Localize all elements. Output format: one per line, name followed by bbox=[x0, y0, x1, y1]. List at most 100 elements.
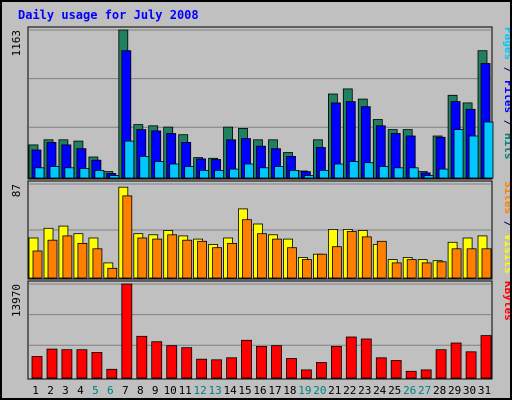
x-tick-label: 23 bbox=[358, 384, 371, 397]
bar-pages-day-25 bbox=[393, 167, 404, 179]
x-tick-label: 5 bbox=[92, 384, 99, 397]
bar-sites-day-16 bbox=[257, 233, 267, 279]
panel-kbytes: 13970 KBytes bbox=[10, 280, 510, 380]
bar-sites-day-27 bbox=[421, 262, 432, 279]
bar-pages-day-1 bbox=[34, 167, 45, 179]
panel-hits-files-pages: 1163 Pages / Files / Hits bbox=[10, 26, 510, 180]
bar-sites-day-21 bbox=[331, 246, 342, 279]
bar-kbytes-day-24 bbox=[375, 357, 387, 379]
bar-pages-day-9 bbox=[154, 161, 165, 179]
bar-sites-day-7 bbox=[122, 195, 133, 279]
x-tick-label: 19 bbox=[298, 384, 311, 397]
x-tick-label: 28 bbox=[433, 384, 446, 397]
bar-kbytes-day-16 bbox=[256, 345, 267, 379]
chart-panels: 1163 Pages / Files / Hits 87 Sites / Visits… bbox=[10, 26, 510, 380]
bar-pages-day-19 bbox=[303, 175, 314, 179]
bar-sites-day-11 bbox=[182, 239, 193, 279]
x-tick-label: 6 bbox=[107, 384, 114, 397]
legend-entry: Visits bbox=[502, 234, 510, 274]
bar-kbytes-day-25 bbox=[390, 360, 402, 379]
bar-pages-day-22 bbox=[348, 161, 359, 179]
bar-pages-day-16 bbox=[259, 167, 269, 179]
bar-kbytes-day-3 bbox=[61, 349, 73, 379]
bar-kbytes-day-23 bbox=[360, 338, 372, 379]
panel-visits-sites: 87 Sites / Visits bbox=[10, 180, 510, 280]
bar-pages-day-29 bbox=[453, 129, 464, 179]
bar-pages-day-27 bbox=[423, 175, 434, 179]
x-tick-label: 17 bbox=[268, 384, 281, 397]
bar-pages-day-6 bbox=[109, 175, 120, 179]
x-tick-label: 31 bbox=[478, 384, 491, 397]
bar-kbytes-day-20 bbox=[315, 362, 327, 379]
series-sites bbox=[32, 195, 492, 279]
bar-pages-day-28 bbox=[438, 168, 449, 179]
x-tick-label: 15 bbox=[238, 384, 251, 397]
bar-pages-day-12 bbox=[199, 169, 210, 179]
bar-pages-day-2 bbox=[49, 166, 60, 179]
panel-legend: Sites / Visits bbox=[502, 181, 510, 274]
legend-entry: Pages bbox=[502, 27, 510, 60]
x-tick-label: 2 bbox=[47, 384, 54, 397]
x-tick-label: 24 bbox=[373, 384, 387, 397]
legend-entry: Sites bbox=[502, 181, 510, 214]
x-tick-label: 22 bbox=[343, 384, 356, 397]
bar-pages-day-15 bbox=[244, 163, 254, 179]
bar-sites-day-30 bbox=[466, 248, 477, 279]
bar-sites-day-31 bbox=[481, 248, 492, 279]
x-tick-label: 26 bbox=[403, 384, 416, 397]
bar-kbytes-day-5 bbox=[91, 351, 103, 379]
bar-sites-day-9 bbox=[152, 238, 163, 279]
bar-pages-day-18 bbox=[289, 169, 299, 179]
bar-kbytes-day-30 bbox=[465, 351, 477, 379]
bar-sites-day-19 bbox=[301, 259, 312, 279]
bar-kbytes-day-8 bbox=[136, 335, 148, 379]
y-axis-max-label: 87 bbox=[10, 184, 23, 197]
bar-sites-day-13 bbox=[212, 247, 223, 279]
bar-sites-day-6 bbox=[107, 267, 118, 279]
bar-sites-day-8 bbox=[137, 237, 148, 279]
x-tick-label: 21 bbox=[328, 384, 341, 397]
bar-kbytes-day-10 bbox=[166, 345, 178, 379]
x-tick-label: 29 bbox=[448, 384, 461, 397]
x-tick-label: 27 bbox=[418, 384, 431, 397]
bar-kbytes-day-31 bbox=[480, 335, 492, 379]
bar-sites-day-29 bbox=[451, 248, 462, 279]
bar-sites-day-26 bbox=[406, 259, 417, 279]
bar-pages-day-24 bbox=[378, 166, 389, 179]
bar-sites-day-5 bbox=[92, 248, 103, 279]
legend-entry: / bbox=[502, 60, 510, 80]
series-pages bbox=[34, 121, 494, 179]
bar-pages-day-8 bbox=[139, 155, 150, 179]
x-tick-label: 12 bbox=[193, 384, 206, 397]
series-kbytes bbox=[31, 283, 492, 379]
bar-kbytes-day-13 bbox=[211, 359, 223, 379]
legend-entry: / bbox=[502, 214, 510, 234]
bar-sites-day-12 bbox=[197, 240, 208, 279]
x-tick-label: 16 bbox=[253, 384, 266, 397]
x-tick-label: 20 bbox=[313, 384, 326, 397]
bar-kbytes-day-15 bbox=[241, 339, 252, 379]
bar-sites-day-14 bbox=[227, 242, 238, 279]
bar-kbytes-day-18 bbox=[286, 358, 297, 379]
bar-kbytes-day-6 bbox=[106, 368, 118, 379]
bar-sites-day-22 bbox=[346, 231, 357, 279]
bar-pages-day-5 bbox=[94, 169, 105, 179]
legend-entry: Files bbox=[502, 80, 510, 113]
bar-pages-day-11 bbox=[184, 166, 195, 179]
bar-pages-day-26 bbox=[408, 167, 419, 179]
chart-title: Daily usage for July 2008 bbox=[18, 8, 199, 22]
series-files bbox=[31, 50, 491, 179]
bar-kbytes-day-9 bbox=[151, 341, 163, 379]
x-tick-label: 14 bbox=[223, 384, 237, 397]
bar-kbytes-day-26 bbox=[405, 370, 417, 379]
bar-pages-day-3 bbox=[64, 167, 75, 179]
bar-sites-day-4 bbox=[77, 242, 88, 279]
bar-kbytes-day-19 bbox=[300, 369, 312, 379]
bar-sites-day-3 bbox=[62, 235, 73, 279]
y-axis-max-label: 1163 bbox=[10, 30, 23, 57]
x-tick-label: 8 bbox=[137, 384, 144, 397]
bar-kbytes-day-11 bbox=[181, 347, 193, 379]
x-tick-label: 7 bbox=[122, 384, 129, 397]
